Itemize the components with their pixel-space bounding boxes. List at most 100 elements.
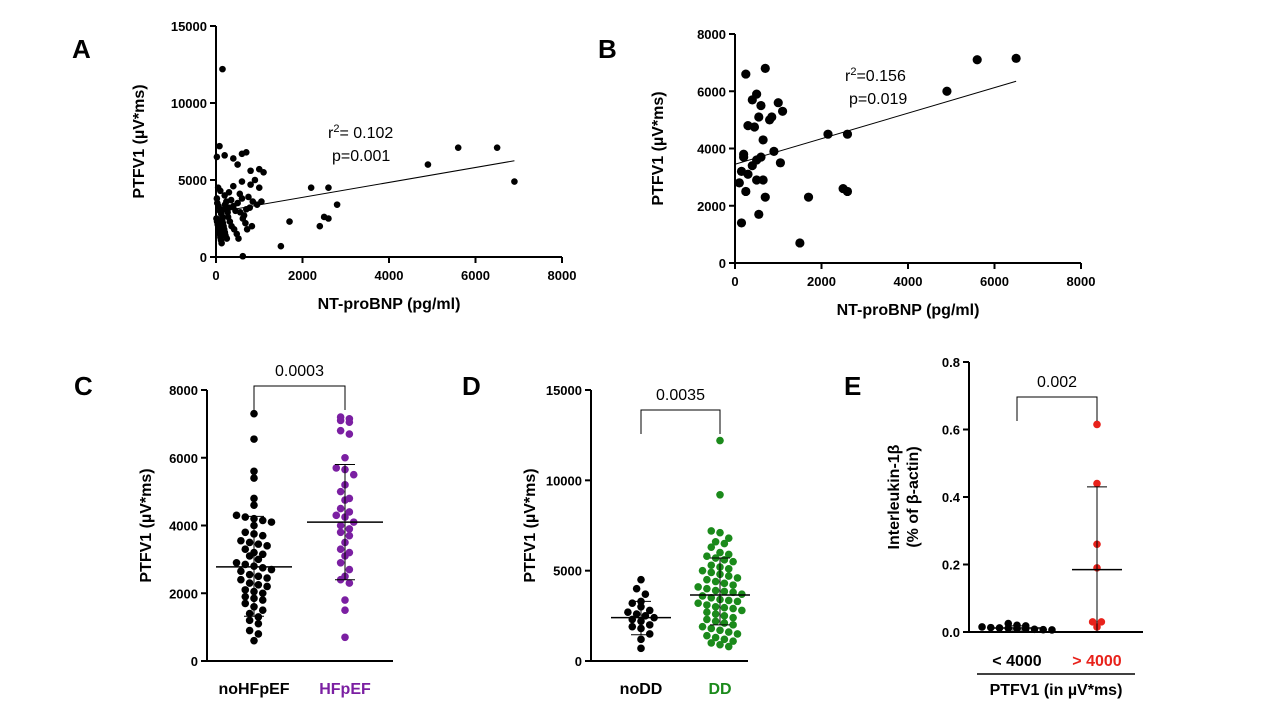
data-point bbox=[254, 555, 263, 564]
data-point bbox=[720, 579, 729, 588]
data-point bbox=[724, 565, 733, 573]
data-point bbox=[307, 184, 315, 191]
data-point bbox=[698, 622, 707, 631]
data-point bbox=[729, 613, 737, 622]
x-axis-label: NT-proBNP (pg/ml) bbox=[837, 302, 980, 319]
data-point bbox=[237, 567, 245, 576]
y-axis-label: (% of β-actin) bbox=[905, 446, 922, 547]
y-tick-label: 0.8 bbox=[942, 355, 960, 370]
data-point bbox=[842, 129, 853, 139]
data-point bbox=[316, 222, 324, 230]
data-point bbox=[741, 186, 751, 197]
dot-plot-d: 0 5000 10000 15000 PTFV1 (µV*ms) noDD DD 0.0035 bbox=[522, 383, 750, 698]
data-point bbox=[720, 539, 729, 548]
x-tick-label: 0 bbox=[731, 274, 738, 289]
data-point bbox=[795, 238, 805, 248]
data-point bbox=[341, 596, 349, 604]
y-tick-label: 0.0 bbox=[942, 625, 960, 640]
data-point bbox=[1021, 625, 1030, 633]
x-tick-label: 2000 bbox=[288, 268, 317, 283]
data-point bbox=[716, 436, 724, 445]
x-axis-label: NT-proBNP (pg/ml) bbox=[318, 296, 461, 313]
data-point bbox=[250, 435, 258, 443]
data-point bbox=[978, 623, 986, 631]
data-point bbox=[729, 588, 737, 597]
data-point bbox=[720, 612, 729, 620]
data-point bbox=[842, 186, 853, 197]
data-point bbox=[736, 166, 747, 176]
data-point bbox=[238, 178, 246, 185]
data-point bbox=[241, 545, 250, 554]
data-point bbox=[248, 222, 256, 230]
data-point bbox=[734, 178, 744, 188]
y-tick-label: 2000 bbox=[697, 199, 726, 214]
data-point bbox=[1097, 618, 1106, 626]
data-point bbox=[711, 617, 720, 626]
data-point bbox=[716, 528, 724, 537]
data-point bbox=[241, 592, 250, 601]
data-point bbox=[703, 601, 711, 609]
data-point bbox=[720, 635, 729, 644]
y-axis-label: PTFV1 (µV*ms) bbox=[131, 84, 148, 198]
data-point bbox=[254, 613, 263, 621]
data-point bbox=[698, 592, 707, 600]
data-point bbox=[232, 558, 241, 567]
data-point bbox=[218, 239, 225, 247]
data-point bbox=[749, 122, 760, 132]
data-point bbox=[733, 597, 742, 606]
x-tick-label: 8000 bbox=[1067, 274, 1096, 289]
x-tick-label: 8000 bbox=[548, 268, 577, 283]
data-point bbox=[760, 192, 770, 202]
data-point bbox=[720, 587, 729, 596]
data-point bbox=[760, 63, 770, 73]
x-axis-label: PTFV1 (in µV*ms) bbox=[990, 682, 1123, 699]
category-label: < 4000 bbox=[992, 653, 1041, 670]
data-point bbox=[254, 540, 263, 548]
y-axis-label: PTFV1 (µV*ms) bbox=[138, 468, 155, 582]
data-point bbox=[263, 542, 271, 550]
data-point bbox=[245, 552, 254, 560]
data-point bbox=[245, 570, 254, 579]
data-point bbox=[1093, 420, 1101, 429]
category-label: noHFpEF bbox=[218, 681, 289, 698]
data-point bbox=[349, 470, 358, 479]
data-point bbox=[258, 606, 267, 614]
data-point bbox=[250, 409, 258, 418]
data-point bbox=[628, 622, 637, 631]
y-tick-label: 6000 bbox=[697, 84, 726, 99]
data-point bbox=[213, 153, 221, 161]
data-point bbox=[716, 490, 724, 499]
data-point bbox=[239, 252, 247, 260]
data-point bbox=[250, 474, 258, 482]
category-label: noDD bbox=[620, 681, 663, 698]
data-point bbox=[711, 610, 720, 618]
data-point bbox=[221, 192, 228, 199]
data-point bbox=[250, 467, 258, 476]
scatter-plot-a: 0 2000 4000 6000 8000 0 5000 10000 15000 NT-proBN… bbox=[131, 19, 576, 313]
y-tick-label: 5000 bbox=[553, 564, 582, 579]
data-point bbox=[254, 630, 263, 638]
data-point bbox=[694, 583, 702, 591]
y-axis-label: PTFV1 (µV*ms) bbox=[522, 468, 539, 582]
data-point bbox=[254, 580, 263, 589]
data-point bbox=[707, 568, 716, 577]
data-point bbox=[752, 89, 762, 99]
scatter-plot-b: 0 2000 4000 6000 8000 0 2000 4000 6000 8000 NT-pro… bbox=[650, 27, 1095, 319]
data-point bbox=[250, 636, 258, 645]
category-label: HFpEF bbox=[319, 681, 371, 698]
data-point bbox=[773, 98, 783, 108]
data-point bbox=[733, 574, 742, 582]
data-point bbox=[736, 218, 747, 228]
data-point bbox=[236, 209, 244, 216]
data-point bbox=[703, 631, 711, 640]
data-point bbox=[332, 511, 341, 520]
data-point bbox=[703, 575, 711, 584]
data-point bbox=[336, 521, 345, 530]
data-point bbox=[345, 430, 354, 438]
x-tick-label: 0 bbox=[212, 268, 219, 283]
data-point bbox=[245, 538, 254, 547]
data-point bbox=[255, 184, 263, 191]
data-point bbox=[246, 204, 254, 212]
panel-label-a: A bbox=[72, 34, 91, 64]
data-point bbox=[637, 635, 645, 644]
